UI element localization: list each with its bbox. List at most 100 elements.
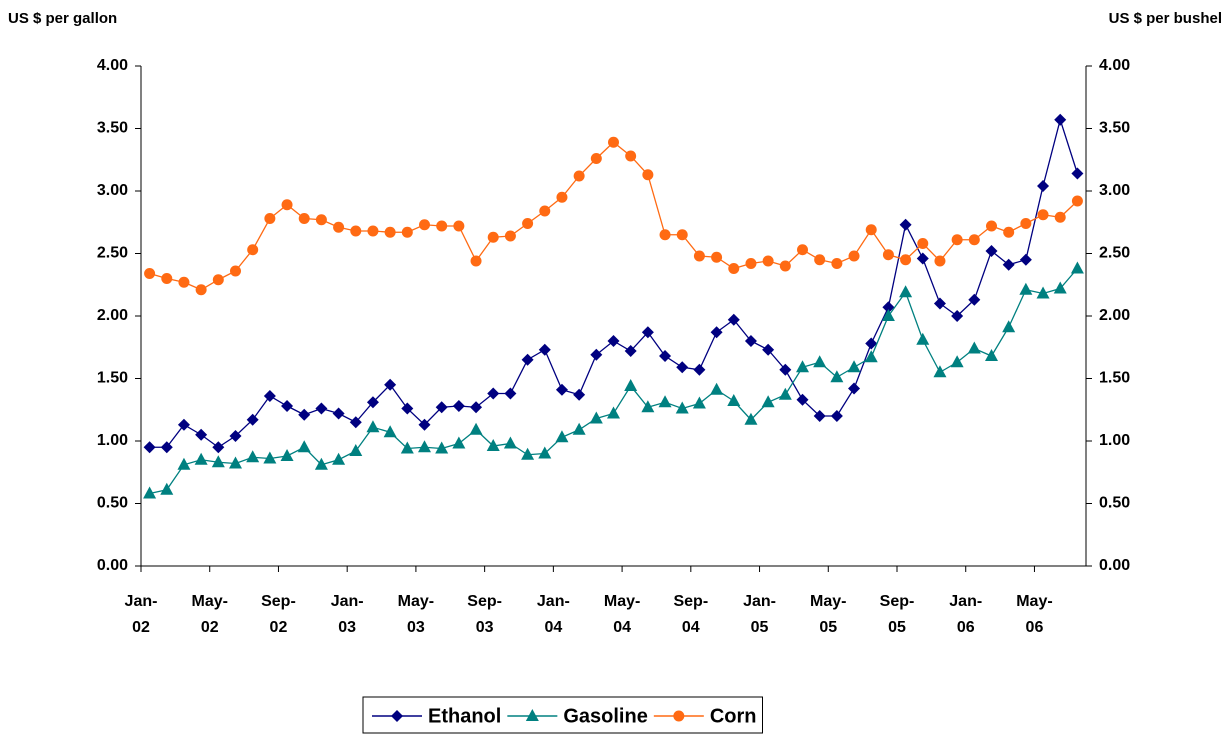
y-tick-label: 4.00 [97, 57, 128, 74]
x-tick-label: Jan- 06 [949, 593, 982, 636]
marker [692, 396, 706, 409]
marker [779, 363, 792, 376]
marker [452, 400, 465, 412]
marker [693, 363, 706, 376]
marker [934, 255, 946, 267]
marker [195, 428, 208, 441]
x-tick-label-line: May- [1016, 593, 1052, 610]
x-tick-label-line: Sep- [467, 593, 502, 610]
x-tick-label: Jan- 05 [743, 593, 776, 636]
marker [1070, 261, 1084, 274]
marker [333, 221, 345, 233]
marker [900, 254, 912, 266]
marker [1019, 282, 1033, 295]
marker [487, 387, 500, 400]
marker [968, 293, 981, 306]
marker [332, 452, 346, 465]
marker [641, 400, 655, 413]
marker [1071, 195, 1083, 207]
marker [263, 451, 277, 464]
x-tick-label: May- 06 [1016, 593, 1052, 636]
marker [418, 418, 431, 431]
marker [917, 238, 929, 249]
marker [418, 440, 431, 453]
marker [384, 226, 396, 238]
marker [968, 234, 980, 246]
marker [487, 231, 499, 243]
y-tick-label: 0.50 [97, 495, 128, 512]
y-tick-label: 1.50 [97, 370, 128, 387]
marker [658, 395, 672, 408]
marker [710, 382, 724, 395]
marker [1019, 253, 1032, 266]
marker [435, 401, 448, 414]
marker [314, 457, 328, 470]
marker [986, 220, 997, 232]
x-tick-label-line: May- [398, 593, 434, 610]
x-tick-label-line: 04 [682, 619, 700, 636]
marker [211, 455, 225, 468]
marker [383, 425, 397, 438]
marker [778, 387, 792, 400]
marker [246, 413, 259, 426]
marker [1071, 167, 1084, 180]
marker [831, 258, 843, 269]
marker [1002, 258, 1015, 271]
marker [848, 382, 861, 395]
marker [882, 301, 895, 314]
marker [177, 457, 191, 470]
marker [607, 406, 620, 419]
marker [298, 213, 310, 224]
marker [761, 395, 775, 408]
marker [160, 482, 174, 495]
marker [297, 440, 311, 453]
x-tick-label: Jan- 02 [125, 593, 158, 636]
marker [950, 355, 964, 368]
legend-marker [673, 710, 685, 722]
x-tick-label-line: 05 [888, 619, 906, 636]
x-tick-label-line: 03 [407, 619, 425, 636]
marker [813, 410, 826, 422]
marker [194, 452, 208, 465]
marker [538, 446, 552, 459]
x-tick-label-line: 05 [819, 619, 837, 636]
marker [813, 355, 827, 368]
marker [779, 260, 791, 272]
x-tick-label-line: May- [604, 593, 640, 610]
marker [230, 265, 241, 277]
marker [967, 341, 981, 354]
marker [985, 349, 998, 361]
x-tick-label-line: 06 [1026, 619, 1044, 636]
legend-marker [391, 710, 403, 722]
marker [246, 450, 260, 463]
marker [469, 422, 483, 435]
marker [659, 350, 672, 362]
marker [503, 436, 517, 449]
marker [504, 387, 517, 400]
marker [848, 250, 860, 262]
x-tick-label-line: May- [192, 593, 228, 610]
marker [435, 441, 449, 454]
marker [624, 379, 638, 391]
y2-tick-label: 1.50 [1099, 370, 1130, 387]
marker [572, 422, 586, 435]
marker [521, 353, 534, 366]
marker [366, 396, 379, 409]
legend-label: Gasoline [563, 705, 647, 727]
marker [280, 449, 294, 461]
marker [1020, 218, 1032, 229]
marker [1037, 209, 1049, 221]
x-tick-label: Sep- 02 [261, 593, 296, 636]
y2-tick-label: 0.50 [1099, 495, 1130, 512]
marker [642, 169, 654, 181]
x-tick-label-line: Jan- [949, 593, 982, 610]
marker [573, 170, 585, 182]
marker [865, 224, 877, 236]
x-tick-label-line: May- [810, 593, 846, 610]
marker [315, 214, 327, 226]
x-tick-label-line: Jan- [537, 593, 570, 610]
marker [401, 226, 413, 238]
marker [745, 258, 757, 269]
y2-tick-label: 4.00 [1099, 57, 1130, 74]
marker [727, 394, 741, 406]
